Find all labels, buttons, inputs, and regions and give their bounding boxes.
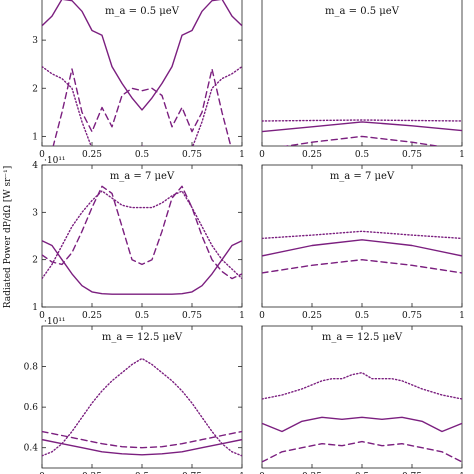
panel-2-1: 0 0.25 0.5 0.75 1 m_a = 12.5 μeV bbox=[259, 325, 465, 474]
x-tick-label: 0.5 bbox=[135, 311, 150, 321]
x-tick-label: 0.75 bbox=[182, 472, 202, 474]
y-tick-label: 0.4 bbox=[24, 444, 39, 454]
y-axis-label: Radiated Power dP/dΩ [W sr⁻¹] bbox=[3, 166, 13, 309]
y-tick-label: 1 bbox=[32, 132, 38, 142]
x-tick-label: 0 bbox=[259, 472, 265, 474]
panel-annotation: m_a = 0.5 μeV bbox=[325, 6, 400, 17]
x-tick-label: 0.25 bbox=[302, 150, 322, 160]
series-dashed-line bbox=[52, 68, 232, 146]
series-dotted-line bbox=[262, 372, 462, 400]
x-tick-label: 0.5 bbox=[355, 472, 370, 474]
x-tick-label: 0 bbox=[39, 150, 45, 160]
x-tick-label: 1 bbox=[459, 150, 465, 160]
x-tick-label: 0.5 bbox=[135, 472, 150, 474]
x-tick-label: 1 bbox=[239, 150, 245, 160]
y-tick-label: 0.8 bbox=[24, 363, 39, 373]
x-tick-label: 0.5 bbox=[355, 150, 370, 160]
series-dashed-line bbox=[42, 185, 242, 280]
series-solid-line bbox=[262, 239, 462, 257]
x-tick-label: 1 bbox=[239, 472, 245, 474]
x-tick-label: 1 bbox=[459, 311, 465, 321]
y-tick-label: 1 bbox=[32, 303, 38, 313]
y-tick-label: 3 bbox=[32, 36, 38, 46]
x-tick-label: 0.25 bbox=[82, 311, 102, 321]
axes-frame bbox=[261, 0, 463, 147]
series-dashed-line bbox=[282, 135, 442, 146]
series-solid-line bbox=[42, 438, 242, 456]
series-solid-line bbox=[262, 416, 462, 433]
panel-annotation: m_a = 0.5 μeV bbox=[105, 6, 180, 17]
series-dashed-line bbox=[42, 430, 242, 449]
x-tick-label: 1 bbox=[239, 311, 245, 321]
x-tick-label: 0.25 bbox=[82, 150, 102, 160]
y-exponent-label: ·10¹¹ bbox=[44, 317, 66, 327]
series-dotted-line bbox=[42, 190, 242, 280]
x-tick-label: 0.25 bbox=[82, 472, 102, 474]
panel-annotation: m_a = 7 μeV bbox=[330, 171, 395, 182]
y-tick-label: 0.6 bbox=[24, 403, 39, 413]
x-tick-label: 0 bbox=[39, 472, 45, 474]
series-dotted-line bbox=[42, 65, 242, 146]
series-dashed-line bbox=[262, 259, 462, 274]
y-tick-label: 2 bbox=[32, 84, 38, 94]
panel-0-0: 0 0.25 0.5 0.75 1 1 2 3 m_a = 0.5 μeV bbox=[32, 0, 245, 160]
x-tick-label: 0.5 bbox=[135, 150, 150, 160]
axes-frame bbox=[41, 0, 243, 147]
panel-2-0: 0 0.25 0.5 0.75 1 0.4 0.6 0.8 ·10¹¹ m_a = 12.5 μe… bbox=[24, 317, 245, 474]
panel-annotation: m_a = 7 μeV bbox=[110, 171, 175, 182]
series-solid-line bbox=[42, 0, 242, 111]
panel-annotation: m_a = 12.5 μeV bbox=[322, 332, 403, 343]
series-solid-line bbox=[262, 121, 462, 133]
x-tick-label: 0.25 bbox=[302, 311, 322, 321]
axes-frame bbox=[41, 164, 243, 308]
x-tick-label: 0.75 bbox=[402, 311, 422, 321]
x-tick-label: 0.25 bbox=[302, 472, 322, 474]
series-solid-line bbox=[42, 240, 242, 295]
y-tick-label: 3 bbox=[32, 208, 38, 218]
panel-1-0: 0 0.25 0.5 0.75 1 1 2 3 4 ·10¹¹ m_a = 7 μeV bbox=[32, 156, 245, 321]
x-tick-label: 0.5 bbox=[355, 311, 370, 321]
x-tick-label: 0.75 bbox=[402, 150, 422, 160]
x-tick-label: 0.75 bbox=[182, 150, 202, 160]
axes-frame bbox=[41, 325, 243, 469]
series-dotted-line bbox=[262, 119, 462, 122]
series-dotted-line bbox=[42, 357, 242, 457]
x-tick-label: 0.75 bbox=[402, 472, 422, 474]
y-tick-label: 2 bbox=[32, 256, 38, 266]
y-tick-label: 4 bbox=[32, 161, 38, 171]
panel-annotation: m_a = 12.5 μeV bbox=[102, 332, 183, 343]
panel-0-1: 0 0.25 0.5 0.75 1 m_a = 0.5 μeV bbox=[259, 0, 465, 160]
series-dotted-line bbox=[262, 230, 462, 240]
x-tick-label: 0 bbox=[39, 311, 45, 321]
x-tick-label: 0.75 bbox=[182, 311, 202, 321]
x-tick-label: 0 bbox=[259, 150, 265, 160]
y-exponent-label: ·10¹¹ bbox=[44, 156, 66, 166]
series-dashed-line bbox=[262, 440, 462, 463]
x-tick-label: 1 bbox=[459, 472, 465, 474]
panel-1-1: 0 0.25 0.5 0.75 1 m_a = 7 μeV bbox=[259, 164, 465, 321]
panels: 0 0.25 0.5 0.75 1 1 2 3 m_a = 0.5 μeV 0 0.25 0.5 0.7… bbox=[24, 0, 465, 474]
x-tick-label: 0 bbox=[259, 311, 265, 321]
axes-frame bbox=[261, 325, 463, 469]
